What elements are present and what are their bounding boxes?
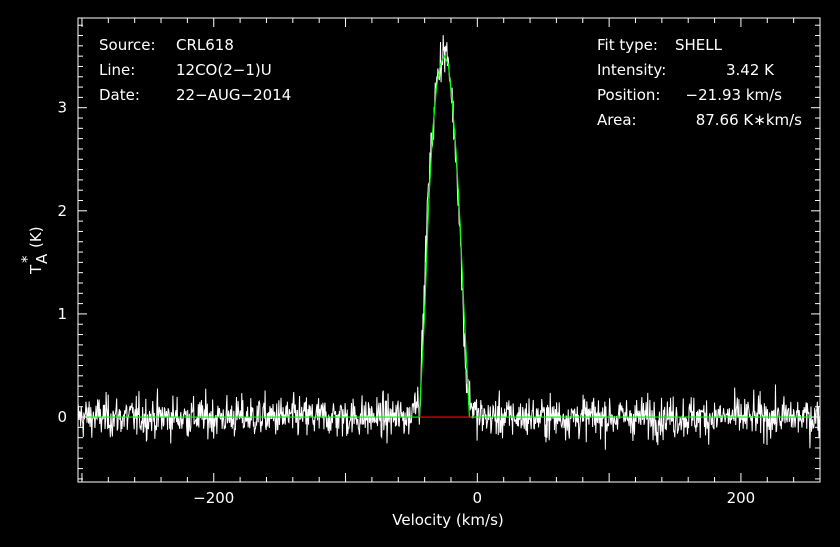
source-value: CRL618 <box>176 36 234 54</box>
axes: −200 0 200 0 1 2 3 <box>57 17 821 507</box>
fit-info: Fit type: SHELL Intensity: 3.42 K Positi… <box>597 36 802 129</box>
area-label: Area: <box>597 111 637 129</box>
y-axis-label-symbol: T <box>27 264 45 275</box>
line-value: 12CO(2−1)U <box>176 61 272 79</box>
position-value: −21.93 km/s <box>686 86 783 104</box>
intensity-label: Intensity: <box>597 61 666 79</box>
y-tick-label: 0 <box>57 408 67 426</box>
source-label: Source: <box>99 36 156 54</box>
position-label: Position: <box>597 86 660 104</box>
plot-frame <box>77 17 821 483</box>
y-axis-label-subscript: A <box>33 253 51 264</box>
traces <box>77 35 821 450</box>
y-tick-label: 1 <box>57 305 67 323</box>
date-label: Date: <box>99 86 140 104</box>
date-value: 22−AUG−2014 <box>176 86 291 104</box>
y-axis-label: T A * (K) <box>18 226 51 275</box>
y-axis-label-superscript: * <box>18 255 36 263</box>
y-axis-label-unit: (K) <box>27 226 45 248</box>
y-tick-label: 3 <box>57 99 67 117</box>
fit-type-label: Fit type: <box>597 36 658 54</box>
fit-type-value: SHELL <box>675 36 723 54</box>
fit-line <box>78 54 820 418</box>
x-tick-label: 0 <box>473 489 483 507</box>
header-info: Source: CRL618 Line: 12CO(2−1)U Date: 22… <box>99 36 291 104</box>
intensity-value: 3.42 K <box>726 61 775 79</box>
x-axis-label: Velocity (km/s) <box>392 511 503 529</box>
x-tick-label: 200 <box>727 489 756 507</box>
x-tick-label: −200 <box>193 489 234 507</box>
y-tick-label: 2 <box>57 202 67 220</box>
area-value: 87.66 K∗km/s <box>696 111 802 129</box>
line-label: Line: <box>99 61 135 79</box>
